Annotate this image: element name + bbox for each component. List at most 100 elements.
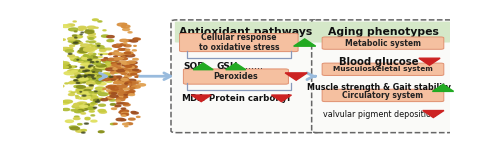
Circle shape	[88, 56, 92, 58]
Circle shape	[121, 55, 127, 57]
Circle shape	[76, 82, 80, 83]
Circle shape	[116, 98, 125, 101]
Circle shape	[96, 66, 106, 69]
Circle shape	[90, 56, 98, 59]
Circle shape	[102, 59, 106, 61]
Circle shape	[83, 79, 88, 81]
Circle shape	[122, 88, 126, 89]
Circle shape	[90, 56, 96, 57]
Circle shape	[137, 81, 140, 82]
Circle shape	[68, 55, 74, 57]
Circle shape	[91, 59, 101, 62]
Circle shape	[70, 127, 80, 130]
Circle shape	[74, 66, 76, 67]
Circle shape	[115, 78, 117, 79]
Circle shape	[130, 63, 134, 64]
Text: Muscle strength & Gait stability: Muscle strength & Gait stability	[307, 83, 451, 92]
Circle shape	[118, 70, 126, 73]
Circle shape	[124, 45, 131, 47]
Circle shape	[96, 79, 105, 81]
Circle shape	[78, 90, 80, 91]
Circle shape	[98, 21, 102, 22]
Circle shape	[121, 25, 130, 28]
Circle shape	[84, 89, 91, 92]
Circle shape	[92, 69, 102, 72]
Circle shape	[124, 96, 127, 97]
Circle shape	[85, 117, 90, 119]
Circle shape	[60, 47, 70, 50]
Circle shape	[64, 72, 74, 75]
Circle shape	[132, 112, 138, 114]
Circle shape	[131, 64, 134, 65]
Circle shape	[114, 58, 122, 60]
Circle shape	[112, 93, 116, 94]
Circle shape	[117, 86, 124, 88]
Circle shape	[122, 84, 128, 86]
Circle shape	[116, 44, 119, 45]
Circle shape	[75, 91, 80, 92]
Circle shape	[68, 82, 74, 84]
Circle shape	[116, 105, 121, 107]
Circle shape	[86, 41, 89, 42]
Circle shape	[103, 88, 106, 90]
Circle shape	[78, 79, 82, 81]
Circle shape	[125, 75, 132, 77]
Circle shape	[118, 96, 126, 99]
Circle shape	[93, 102, 96, 103]
Circle shape	[110, 90, 118, 93]
Circle shape	[94, 81, 101, 84]
Circle shape	[130, 40, 138, 42]
Circle shape	[90, 77, 96, 79]
Circle shape	[74, 43, 78, 44]
Circle shape	[86, 106, 90, 107]
Circle shape	[74, 111, 82, 113]
Circle shape	[58, 55, 60, 56]
Circle shape	[121, 79, 128, 81]
Circle shape	[75, 58, 84, 61]
Circle shape	[84, 75, 93, 77]
Circle shape	[99, 131, 103, 133]
Circle shape	[68, 94, 74, 95]
Circle shape	[93, 60, 98, 62]
Circle shape	[124, 88, 130, 90]
Circle shape	[79, 86, 82, 87]
Circle shape	[120, 119, 126, 121]
Circle shape	[95, 27, 98, 28]
Circle shape	[114, 85, 119, 87]
Circle shape	[68, 28, 78, 31]
Circle shape	[76, 97, 80, 98]
Circle shape	[119, 111, 127, 114]
Circle shape	[133, 38, 138, 40]
Circle shape	[104, 76, 106, 77]
Circle shape	[126, 49, 130, 50]
Circle shape	[80, 97, 85, 99]
Circle shape	[109, 92, 117, 94]
Circle shape	[89, 13, 93, 14]
Circle shape	[82, 132, 85, 133]
Circle shape	[79, 76, 82, 77]
Circle shape	[104, 58, 108, 59]
Circle shape	[118, 79, 126, 81]
Circle shape	[80, 48, 84, 49]
Circle shape	[86, 30, 89, 31]
Circle shape	[86, 78, 92, 80]
Circle shape	[92, 62, 95, 63]
Circle shape	[68, 37, 76, 40]
Circle shape	[114, 70, 124, 73]
Circle shape	[86, 82, 95, 85]
Circle shape	[85, 118, 90, 120]
Circle shape	[82, 130, 86, 131]
Polygon shape	[193, 63, 213, 70]
Circle shape	[128, 88, 133, 90]
Circle shape	[106, 97, 113, 99]
Circle shape	[81, 32, 84, 33]
Circle shape	[75, 40, 80, 42]
Circle shape	[100, 67, 109, 70]
Circle shape	[106, 80, 112, 82]
Circle shape	[96, 75, 104, 77]
Circle shape	[124, 68, 132, 70]
Circle shape	[87, 63, 91, 64]
Text: GSH: GSH	[216, 62, 238, 71]
Circle shape	[80, 28, 86, 30]
Circle shape	[60, 62, 69, 64]
